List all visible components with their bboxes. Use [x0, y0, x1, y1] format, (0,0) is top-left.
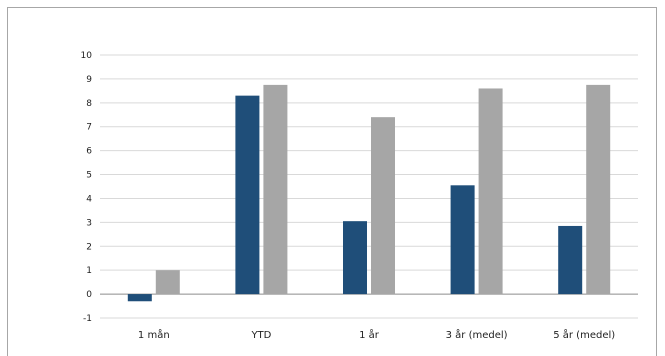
y-tick-label: 7	[86, 123, 92, 133]
x-category-label: 1 år	[359, 328, 380, 341]
x-category-label: YTD	[250, 330, 271, 341]
bar-chart: -1 0 1 2 3 4 5 6 7 8 9 10 1 mån YTD 1 år 3 år (medel) 5 …	[81, 51, 638, 341]
bar-series-2	[155, 270, 180, 295]
bar-series-2	[478, 88, 503, 295]
bar-series-2	[371, 117, 395, 295]
bar-series-1	[558, 225, 583, 295]
x-category-label: 1 mån	[138, 328, 170, 341]
y-tick-label: 8	[86, 99, 92, 109]
labels: -1 0 1 2 3 4 5 6 7 8 9 10 1 mån YTD 1 år 3 år (medel) 5 …	[81, 51, 616, 341]
bar-series-2	[263, 84, 288, 295]
y-tick-label: 2	[86, 242, 92, 252]
x-category-label: 5 år (medel)	[553, 328, 615, 341]
bars	[127, 84, 611, 302]
y-tick-label: 5	[86, 171, 92, 181]
y-tick-label: 4	[86, 194, 92, 204]
y-tick-label: 1	[86, 266, 92, 276]
bar-series-1	[343, 221, 367, 295]
bar-series-1	[450, 185, 475, 295]
y-tick-label: -1	[83, 314, 92, 324]
x-category-label: 3 år (medel)	[446, 328, 508, 341]
bar-series-2	[586, 84, 611, 295]
y-tick-label: 6	[86, 147, 92, 157]
y-tick-label: 3	[86, 218, 92, 228]
gridlines	[100, 54, 638, 319]
bar-series-1	[127, 294, 152, 302]
y-tick-label: 0	[86, 290, 92, 300]
bar-series-1	[235, 95, 260, 295]
chart-frame: -1 0 1 2 3 4 5 6 7 8 9 10 1 mån YTD 1 år 3 år (medel) 5 …	[7, 7, 657, 356]
y-tick-label: 10	[81, 51, 93, 61]
y-tick-label: 9	[86, 75, 92, 85]
